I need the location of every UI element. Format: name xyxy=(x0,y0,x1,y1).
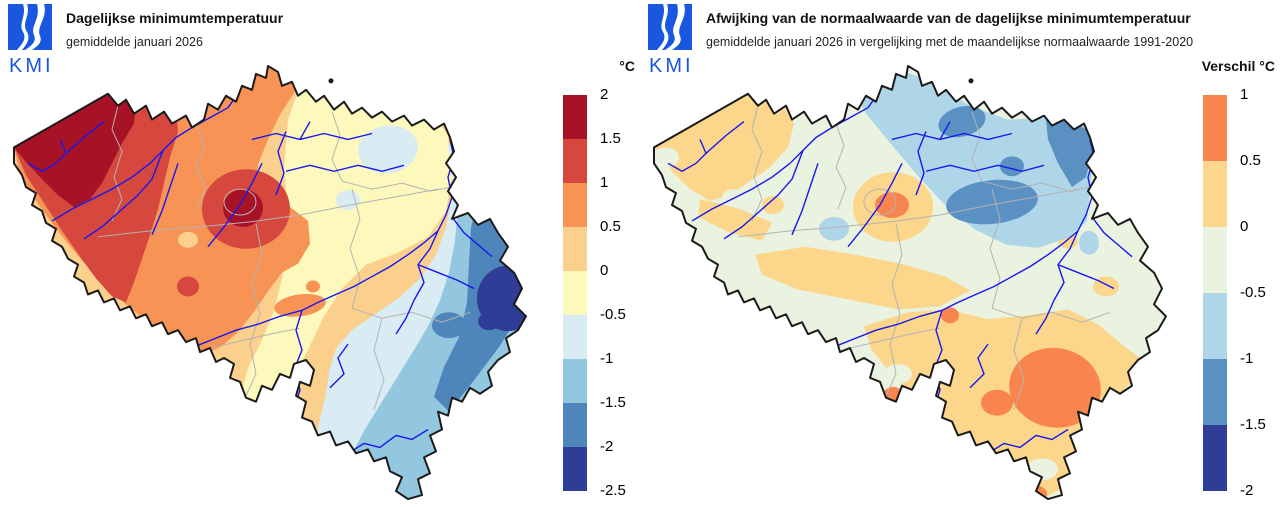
temperature-contours xyxy=(14,65,526,500)
kmi-logo: KMI xyxy=(648,4,692,77)
legend-unit-label: Verschil °C xyxy=(1201,58,1275,74)
legend-tick-label: -1 xyxy=(600,350,614,367)
legend-color-swatch xyxy=(563,315,587,359)
contour-blob-medblue-large xyxy=(946,179,1038,225)
brussels-region-border xyxy=(863,188,897,216)
contour-pocket-green-south xyxy=(884,363,912,384)
contour-pocket-green-west xyxy=(654,147,679,168)
legend-color-swatch xyxy=(1203,95,1227,161)
kmi-logo-mark xyxy=(648,4,692,50)
legend-tick-label: 2 xyxy=(600,86,609,103)
contour-blob-orange-dot xyxy=(941,307,959,324)
legend-tick-label: -0.5 xyxy=(1240,284,1266,301)
right-panel-header: KMI Afwijking van de normaalwaarde van d… xyxy=(648,0,1248,77)
legend-unit-label: °C xyxy=(619,58,635,74)
legend-tick-label: -1 xyxy=(1240,350,1254,367)
kmi-logo-wave-left xyxy=(17,4,29,50)
legend-tick-label: 0.5 xyxy=(600,218,621,235)
contour-blob-navy-small xyxy=(478,312,500,331)
contour-pocket-green-south xyxy=(1081,477,1103,494)
kmi-logo-wave-left xyxy=(657,4,669,50)
belgium-map-anomaly xyxy=(653,64,1167,501)
legend-color-swatch xyxy=(563,447,587,491)
kmi-logo-text: KMI xyxy=(9,55,52,77)
contour-blob-sand-dot xyxy=(178,231,198,248)
legend-tick-label: -2 xyxy=(1240,482,1254,499)
right-panel-titles: Afwijking van de normaalwaarde van de da… xyxy=(706,10,1266,49)
legend-tick-label: -0.5 xyxy=(600,306,626,323)
contour-blob-orange-south xyxy=(1009,347,1101,428)
legend-color-swatch xyxy=(563,139,587,183)
contour-blob-lightblue-center xyxy=(819,216,849,241)
kmi-logo: KMI xyxy=(8,4,52,77)
contour-blob-medblue-small xyxy=(451,370,471,387)
legend-color-bar xyxy=(1203,95,1227,491)
legend-tick-label: -1.5 xyxy=(600,394,626,411)
legend-color-swatch xyxy=(563,95,587,139)
contour-blob-orange-dot xyxy=(306,280,320,293)
legend-color-swatch xyxy=(563,359,587,403)
legend-color-swatch xyxy=(1203,161,1227,227)
right-map-subtitle: gemiddelde januari 2026 in vergelijking … xyxy=(706,34,1194,49)
contour-blob-lightblue-east xyxy=(1079,230,1099,255)
legend-tick-label: 1.5 xyxy=(600,130,621,147)
contour-blob-orange-south-small xyxy=(981,389,1013,416)
legend-color-swatch xyxy=(563,227,587,271)
legend-color-swatch xyxy=(1203,293,1227,359)
contour-core-darkred-brussels xyxy=(223,189,263,227)
contour-strip-sand-west xyxy=(698,199,772,241)
left-map-subtitle: gemiddelde januari 2026 xyxy=(66,34,203,49)
legend-tick-label: -1.5 xyxy=(1240,416,1266,433)
left-panel-header: KMI Dagelijkse minimumtemperatuur gemidd… xyxy=(8,0,608,77)
legend-tick-label: 0 xyxy=(600,262,609,279)
legend-tick-label: -2.5 xyxy=(600,482,626,499)
contour-band-sand-center xyxy=(755,246,970,310)
kmi-logo-text: KMI xyxy=(649,55,692,77)
legend-tick-label: -2 xyxy=(600,438,614,455)
legend-tick-label: 0.5 xyxy=(1240,152,1261,169)
kmi-logo-wave-right xyxy=(25,4,45,50)
kmi-logo-mark xyxy=(8,4,52,50)
legend-color-swatch xyxy=(563,271,587,315)
kmi-logo-wave-right xyxy=(665,4,685,50)
contour-blob-medblue-ne-corner xyxy=(1046,119,1092,188)
contour-blob-orange-sambre xyxy=(274,293,326,317)
belgium-map-temperature xyxy=(13,64,527,501)
left-panel-titles: Dagelijkse minimumtemperatuur gemiddelde… xyxy=(66,10,626,49)
contour-blob-medblue xyxy=(938,105,986,138)
contour-blob-red-dot xyxy=(177,276,199,297)
contour-blob-paleblue-ne xyxy=(358,125,418,174)
legend-tick-label: 0 xyxy=(1240,218,1249,235)
legend-tick-label: 1 xyxy=(1240,86,1249,103)
baarle-enclave-dot xyxy=(968,78,974,84)
legend-color-bar xyxy=(563,95,587,491)
contour-spot-sand-mid xyxy=(762,196,784,214)
right-map-title: Afwijking van de normaalwaarde van de da… xyxy=(706,10,1191,26)
legend-color-swatch xyxy=(1203,227,1227,293)
brussels-region-border xyxy=(223,188,257,216)
left-map-title: Dagelijkse minimumtemperatuur xyxy=(66,10,284,26)
legend-color-swatch xyxy=(1203,359,1227,425)
legend-color-swatch xyxy=(1203,425,1227,491)
contour-blob-medblue xyxy=(432,312,466,339)
legend-color-swatch xyxy=(563,183,587,227)
legend-tick-label: 1 xyxy=(600,174,609,191)
legend-color-swatch xyxy=(563,403,587,447)
contour-blob-medblue-dot xyxy=(1000,156,1024,177)
baarle-enclave-dot xyxy=(328,78,334,84)
